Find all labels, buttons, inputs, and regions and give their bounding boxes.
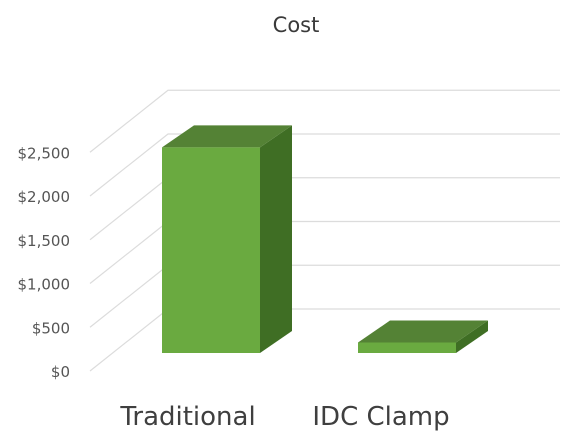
gridline [89, 308, 560, 372]
bar-traditional [162, 125, 292, 353]
bar-front [358, 342, 456, 353]
y-tick-label: $0 [51, 363, 70, 381]
y-tick-label: $500 [32, 319, 70, 337]
bar-top [162, 125, 292, 148]
bar-side [456, 320, 488, 353]
bar-idc-clamp [358, 320, 488, 353]
gridline [89, 133, 560, 197]
y-tick-label: $1,500 [18, 232, 71, 250]
bars [162, 125, 488, 353]
y-tick-label: $1,000 [18, 276, 71, 294]
bar-side [260, 125, 292, 353]
gridline [89, 264, 560, 328]
gridline [89, 177, 560, 241]
gridline [89, 89, 560, 153]
chart-title: Cost [273, 13, 320, 37]
x-axis-ticks: Traditional IDC Clamp [119, 402, 449, 432]
x-tick-label: Traditional [119, 402, 255, 432]
y-tick-label: $2,000 [18, 188, 71, 206]
gridlines [89, 89, 560, 372]
x-tick-label: IDC Clamp [312, 402, 449, 432]
gridline [89, 220, 560, 284]
bar-top [358, 320, 488, 343]
y-tick-label: $2,500 [18, 144, 71, 162]
bar-front [162, 147, 260, 353]
y-axis-ticks: $0 $500 $1,000 $1,500 $2,000 $2,500 [18, 144, 71, 381]
